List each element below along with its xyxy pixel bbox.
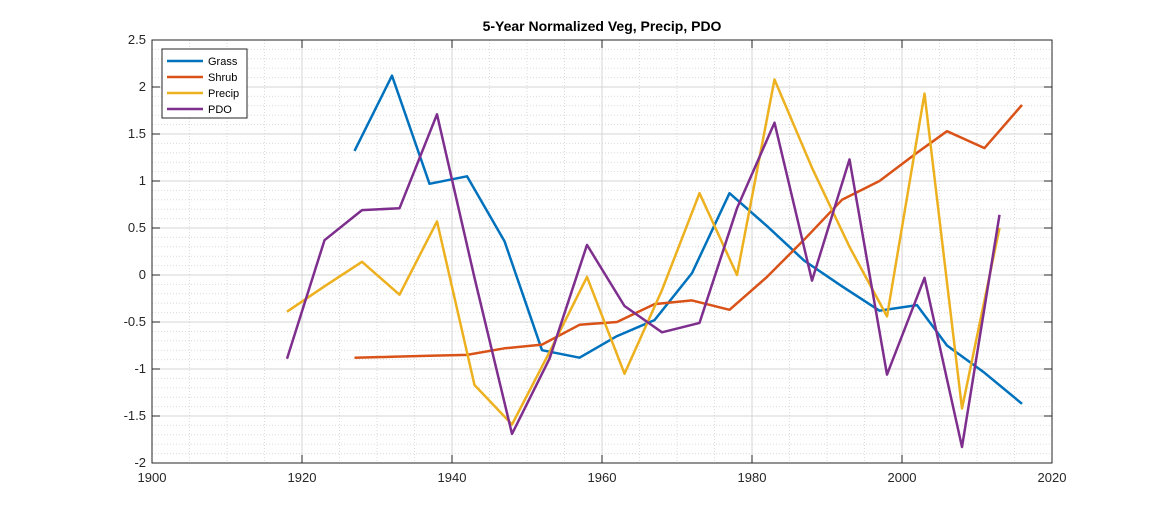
y-tick-label: -1 [134, 361, 146, 376]
x-tick-label: 1920 [288, 470, 317, 485]
y-tick-label: -1.5 [124, 408, 146, 423]
major-grid [151, 39, 1053, 464]
y-tick-label: -2 [134, 455, 146, 470]
legend-label-pdo: PDO [208, 104, 232, 116]
y-tick-label: 2.5 [128, 32, 146, 47]
series-line-pdo [285, 113, 1001, 449]
x-axis-tick-labels: 1900 1920 1940 1960 1980 2000 2020 [138, 470, 1067, 485]
y-tick-label: 1 [139, 173, 146, 188]
series-line-grass [353, 74, 1023, 405]
legend-label-shrub: Shrub [208, 72, 237, 84]
x-tick-label: 2020 [1038, 470, 1067, 485]
y-tick-label: -0.5 [124, 314, 146, 329]
x-tick-label: 1980 [738, 470, 767, 485]
y-tick-label: 0 [139, 267, 146, 282]
x-tick-label: 1900 [138, 470, 167, 485]
legend-label-grass: Grass [208, 56, 238, 68]
series-lines [285, 74, 1023, 449]
y-axis-tick-labels: -2 -1.5 -1 -0.5 0 0.5 1 1.5 2 2.5 [124, 32, 146, 470]
y-tick-label: 2 [139, 79, 146, 94]
axis-ticks [151, 39, 1053, 464]
series-line-shrub [354, 104, 1023, 359]
legend: Grass Shrub Precip PDO [161, 48, 248, 119]
x-tick-label: 1940 [438, 470, 467, 485]
x-tick-label: 2000 [888, 470, 917, 485]
x-tick-label: 1960 [588, 470, 617, 485]
y-tick-label: 1.5 [128, 126, 146, 141]
legend-label-precip: Precip [208, 88, 239, 100]
series-line-precip [286, 78, 1001, 426]
y-tick-label: 0.5 [128, 220, 146, 235]
chart-title: 5-Year Normalized Veg, Precip, PDO [483, 18, 722, 34]
